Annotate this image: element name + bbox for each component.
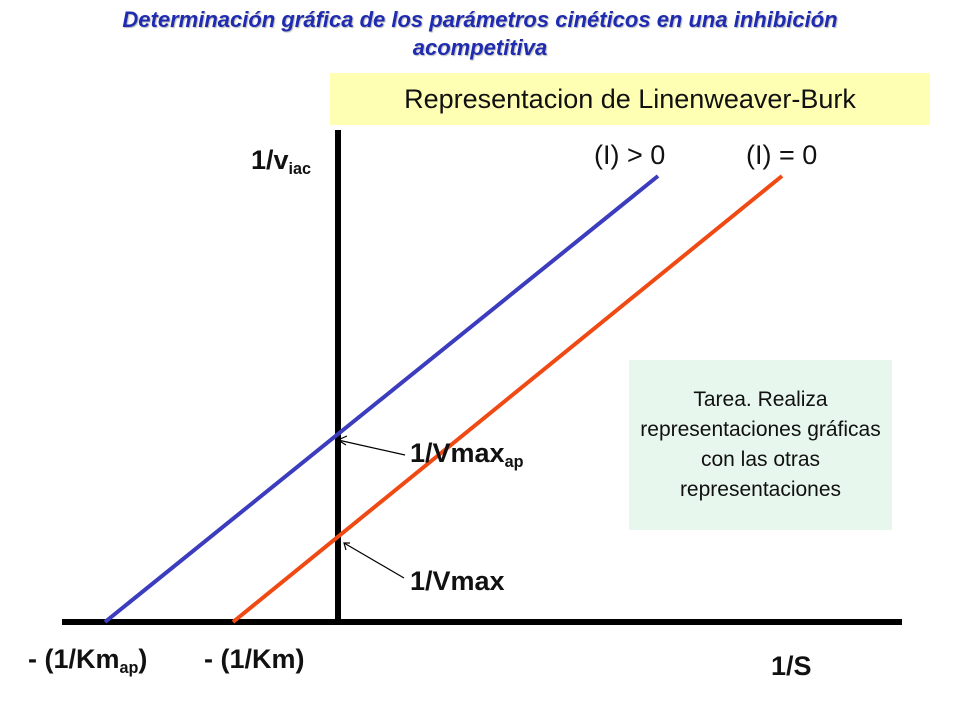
inhibited-line-label: (I) > 0 [594, 140, 666, 170]
task-text: Tarea. Realiza representaciones gráficas… [640, 388, 881, 501]
task-box: Tarea. Realiza representaciones gráficas… [629, 360, 892, 530]
km-label: - (1/Km) [204, 644, 305, 674]
uninhibited-line-label: (I) = 0 [746, 140, 818, 170]
slide-title-line1: Determinación gráfica de los parámetros … [122, 7, 838, 32]
uninhibited-line [231, 174, 784, 624]
y-axis-label: 1/viac [251, 145, 312, 178]
vmax-ap-arrow [337, 439, 406, 456]
vmax-ap-label: 1/Vmaxap [410, 438, 524, 471]
slide-title-line2: acompetitiva [412, 35, 548, 60]
representation-banner-text: Representacion de Linenweaver-Burk [404, 83, 856, 114]
x-axis-label: 1/S [771, 651, 812, 681]
vmax-arrow [343, 542, 405, 579]
representation-banner: Representacion de Linenweaver-Burk [330, 73, 930, 125]
km-ap-label: - (1/Kmap) [28, 644, 148, 677]
vmax-ap-arrowhead [336, 435, 348, 446]
slide-title: Determinación gráfica de los parámetros … [20, 6, 940, 62]
vmax-arrowhead [343, 542, 350, 551]
inhibited-line [103, 174, 660, 624]
vmax-label: 1/Vmax [410, 566, 505, 596]
